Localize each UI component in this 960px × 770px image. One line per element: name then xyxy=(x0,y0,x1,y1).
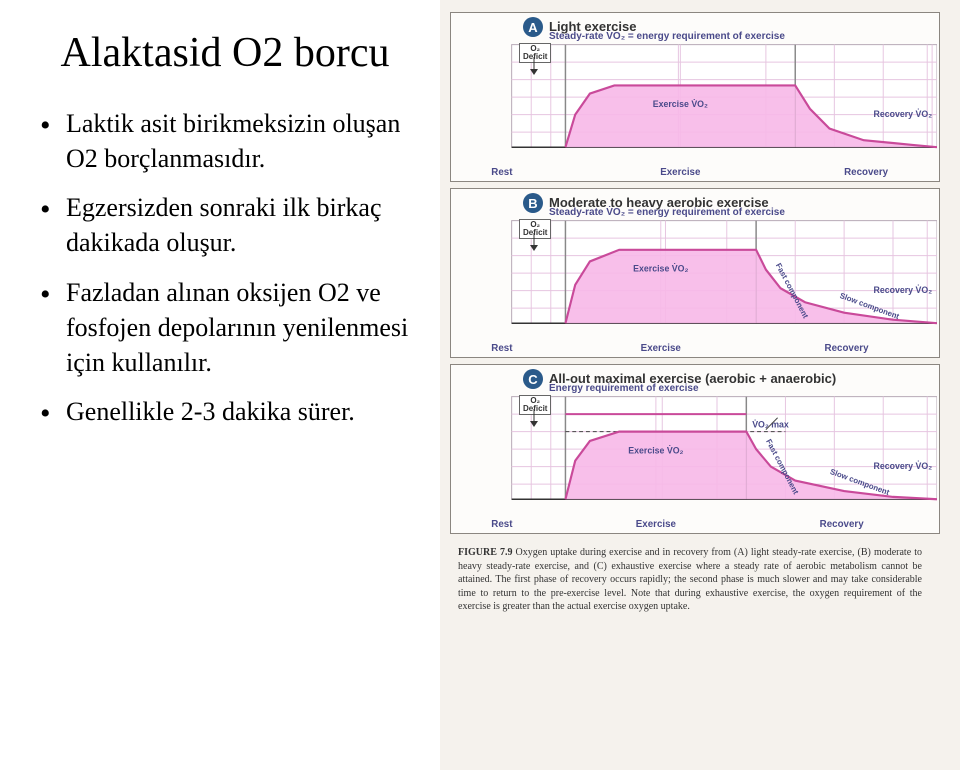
chart-b: Exercise V̇O₂Recovery V̇O₂Fast component… xyxy=(450,188,940,358)
svg-text:Exercise: Exercise xyxy=(641,343,682,354)
svg-text:Recovery V̇O₂: Recovery V̇O₂ xyxy=(874,109,933,119)
deficit-arrow xyxy=(527,233,541,258)
svg-text:Rest: Rest xyxy=(491,343,513,354)
svg-text:Exercise: Exercise xyxy=(636,519,677,530)
svg-text:Recovery V̇O₂: Recovery V̇O₂ xyxy=(874,285,933,295)
svg-text:Recovery: Recovery xyxy=(825,343,869,354)
deficit-arrow xyxy=(527,57,541,82)
bullet-item: Laktik asit birikmeksizin oluşan O2 borç… xyxy=(40,106,410,176)
chart-a: Exercise V̇O₂ Recovery V̇O₂ Rest Exercise R… xyxy=(450,12,940,182)
figure-label: FIGURE 7.9 xyxy=(458,547,512,558)
svg-text:Exercise V̇O₂: Exercise V̇O₂ xyxy=(653,99,708,109)
svg-text:Recovery V̇O₂: Recovery V̇O₂ xyxy=(874,461,933,471)
deficit-arrow xyxy=(527,409,541,434)
figure-caption: FIGURE 7.9 Oxygen uptake during exercise… xyxy=(440,540,940,614)
chart-subheader: Steady-rate V̇O₂ = energy requirement of… xyxy=(549,207,785,218)
bullet-item: Egzersizden sonraki ilk birkaç dakikada … xyxy=(40,190,410,260)
bullet-item: Genellikle 2-3 dakika sürer. xyxy=(40,394,410,429)
caption-text: Oxygen uptake during exercise and in rec… xyxy=(458,547,922,612)
chart-subheader: Steady-rate V̇O₂ = energy requirement of… xyxy=(549,31,785,42)
figure-panel: Exercise V̇O₂ Recovery V̇O₂ Rest Exercise R… xyxy=(440,0,960,770)
left-text-panel: Alaktasid O2 borcu Laktik asit birikmeks… xyxy=(0,0,440,770)
svg-text:Rest: Rest xyxy=(491,167,513,178)
bullet-list: Laktik asit birikmeksizin oluşan O2 borç… xyxy=(40,106,410,443)
svg-text:Exercise: Exercise xyxy=(660,167,701,178)
chart-badge: A xyxy=(523,17,543,37)
chart-subheader: Energy requirement of exercise xyxy=(549,383,699,394)
page-title: Alaktasid O2 borcu xyxy=(40,30,410,76)
svg-text:Exercise V̇O₂: Exercise V̇O₂ xyxy=(633,263,688,273)
svg-text:Rest: Rest xyxy=(491,519,513,530)
chart-c: Exercise V̇O₂Recovery V̇O₂Fast component… xyxy=(450,364,940,534)
bullet-item: Fazladan alınan oksijen O2 ve fosfojen d… xyxy=(40,275,410,380)
svg-text:Recovery: Recovery xyxy=(844,167,888,178)
svg-text:Recovery: Recovery xyxy=(820,519,864,530)
chart-badge: B xyxy=(523,193,543,213)
svg-text:Exercise V̇O₂: Exercise V̇O₂ xyxy=(628,445,683,455)
chart-badge: C xyxy=(523,369,543,389)
